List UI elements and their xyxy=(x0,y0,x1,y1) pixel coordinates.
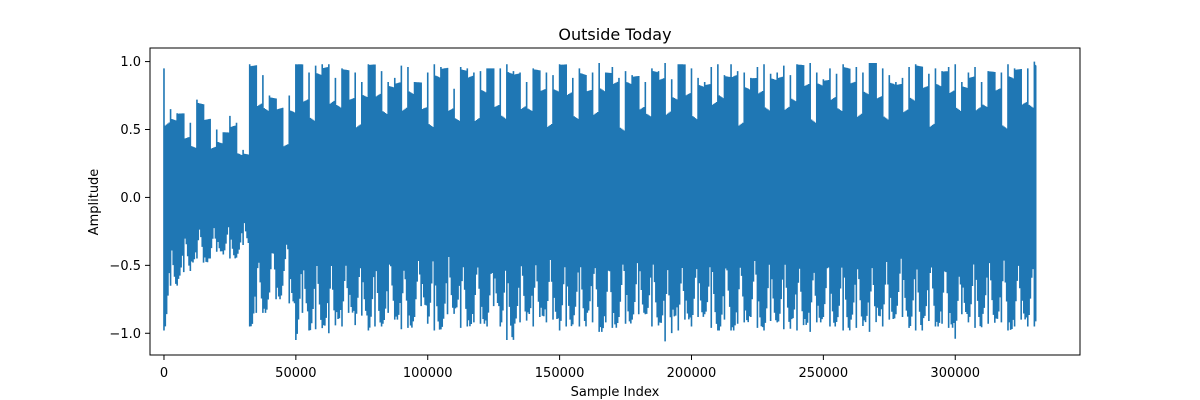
x-tick-label: 50000 xyxy=(275,366,316,381)
x-tick-label: 0 xyxy=(160,366,168,381)
waveform-line xyxy=(164,62,1036,342)
y-tick-label: −0.5 xyxy=(109,259,141,274)
y-axis: −1.0 −0.5 0.0 0.5 1.0 xyxy=(109,55,150,342)
x-axis: 0 50000 100000 150000 200000 250000 300000 xyxy=(160,355,980,381)
plot-area xyxy=(164,62,1036,342)
y-axis-label: Amplitude xyxy=(87,169,102,236)
waveform-series xyxy=(164,62,1036,342)
chart-title: Outside Today xyxy=(558,25,671,44)
x-tick-label: 200000 xyxy=(667,366,717,381)
y-tick-label: 0.0 xyxy=(120,191,141,206)
x-axis-label: Sample Index xyxy=(571,385,660,400)
y-tick-label: 0.5 xyxy=(120,123,141,138)
x-tick-label: 300000 xyxy=(930,366,980,381)
x-tick-label: 250000 xyxy=(799,366,849,381)
x-tick-label: 150000 xyxy=(535,366,585,381)
y-tick-label: −1.0 xyxy=(109,327,141,342)
y-tick-label: 1.0 xyxy=(120,55,141,70)
x-tick-label: 100000 xyxy=(403,366,453,381)
